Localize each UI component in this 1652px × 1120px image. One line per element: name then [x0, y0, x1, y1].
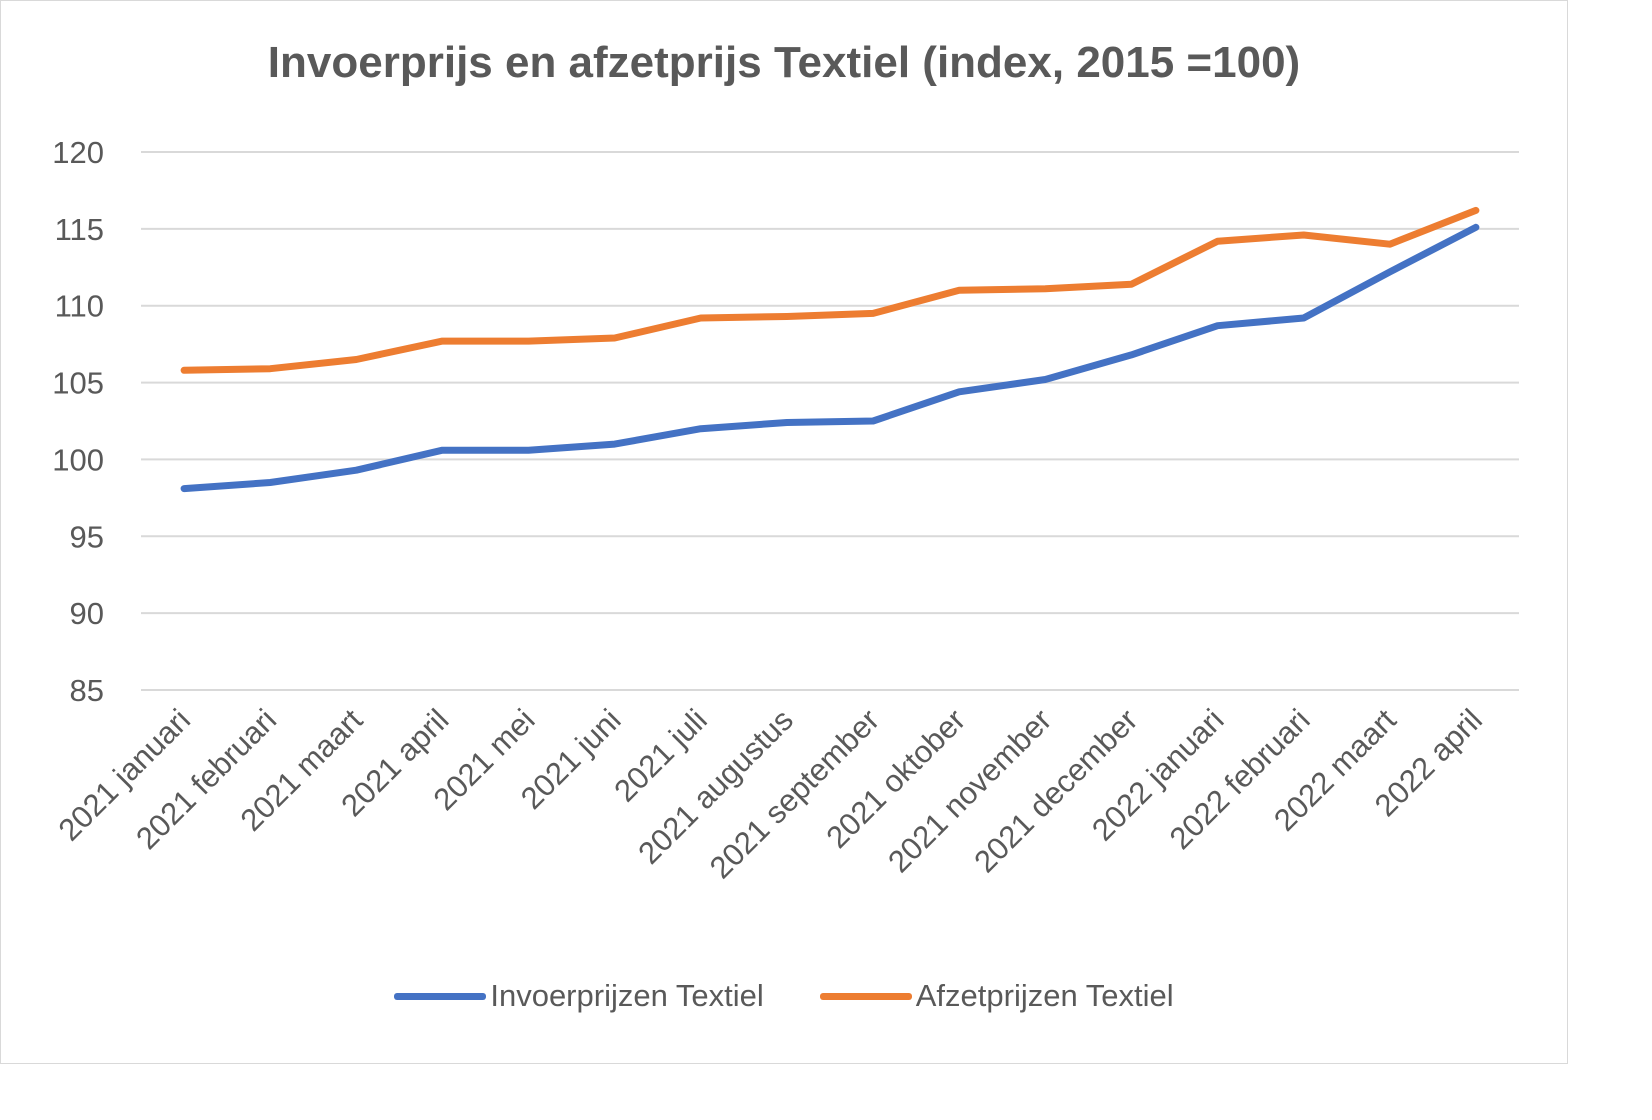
legend-label-invoerprijzen: Invoerprijzen Textiel	[490, 978, 764, 1013]
chart-frame	[0, 0, 1568, 1064]
legend-swatch-invoerprijzen	[394, 992, 487, 1000]
series-line-1	[180, 206, 1480, 374]
x-tick-label: 2021 augustus	[631, 702, 800, 871]
series-lines	[180, 206, 1480, 493]
y-tick-label: 115	[55, 212, 104, 247]
y-tick-label: 110	[55, 289, 104, 324]
y-tick-label: 105	[52, 366, 104, 401]
legend-label-afzetprijzen: Afzetprijzen Textiel	[915, 978, 1174, 1013]
y-tick-label: 120	[52, 135, 104, 170]
legend-swatch-afzetprijzen	[819, 992, 912, 1000]
y-tick-label: 95	[70, 519, 104, 554]
y-axis-ticks: 85 90 95 100 105 110 115 120	[52, 135, 104, 708]
y-tick-label: 85	[70, 673, 104, 708]
y-tick-label: 100	[52, 442, 104, 477]
chart-title: Invoerprijs en afzetprijs Textiel (index…	[267, 38, 1301, 87]
y-tick-label: 90	[70, 596, 104, 631]
legend-item-invoerprijzen: Invoerprijzen Textiel	[394, 978, 764, 1014]
series-line-0	[180, 223, 1480, 493]
gridlines	[141, 151, 1519, 691]
legend: Invoerprijzen Textiel Afzetprijzen Texti…	[0, 978, 1568, 1014]
legend-item-afzetprijzen: Afzetprijzen Textiel	[819, 978, 1174, 1014]
